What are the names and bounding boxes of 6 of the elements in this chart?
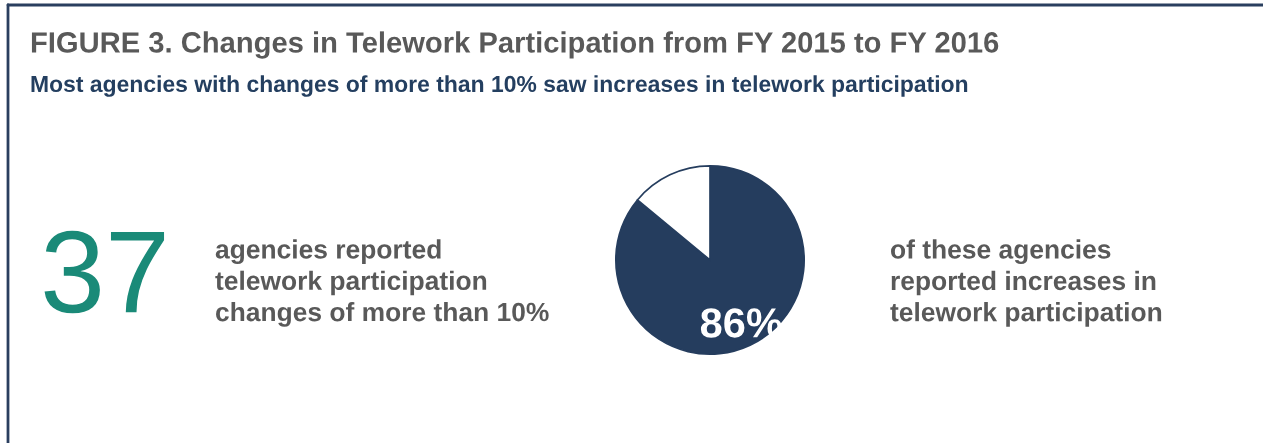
chart-title: FIGURE 3. Changes in Telework Participation from FY 2015 to FY 2016 (31, 31, 999, 59)
text: of these agencies reported increases in telework participation (890, 239, 1162, 327)
pie-slice (614, 164, 806, 356)
text: 37 (44, 230, 165, 314)
chart-subtitle: Most agencies with changes of more than 10% saw increases in telework participation (31, 75, 968, 97)
text: agencies reported telework participation changes of more than 10% (215, 239, 549, 327)
